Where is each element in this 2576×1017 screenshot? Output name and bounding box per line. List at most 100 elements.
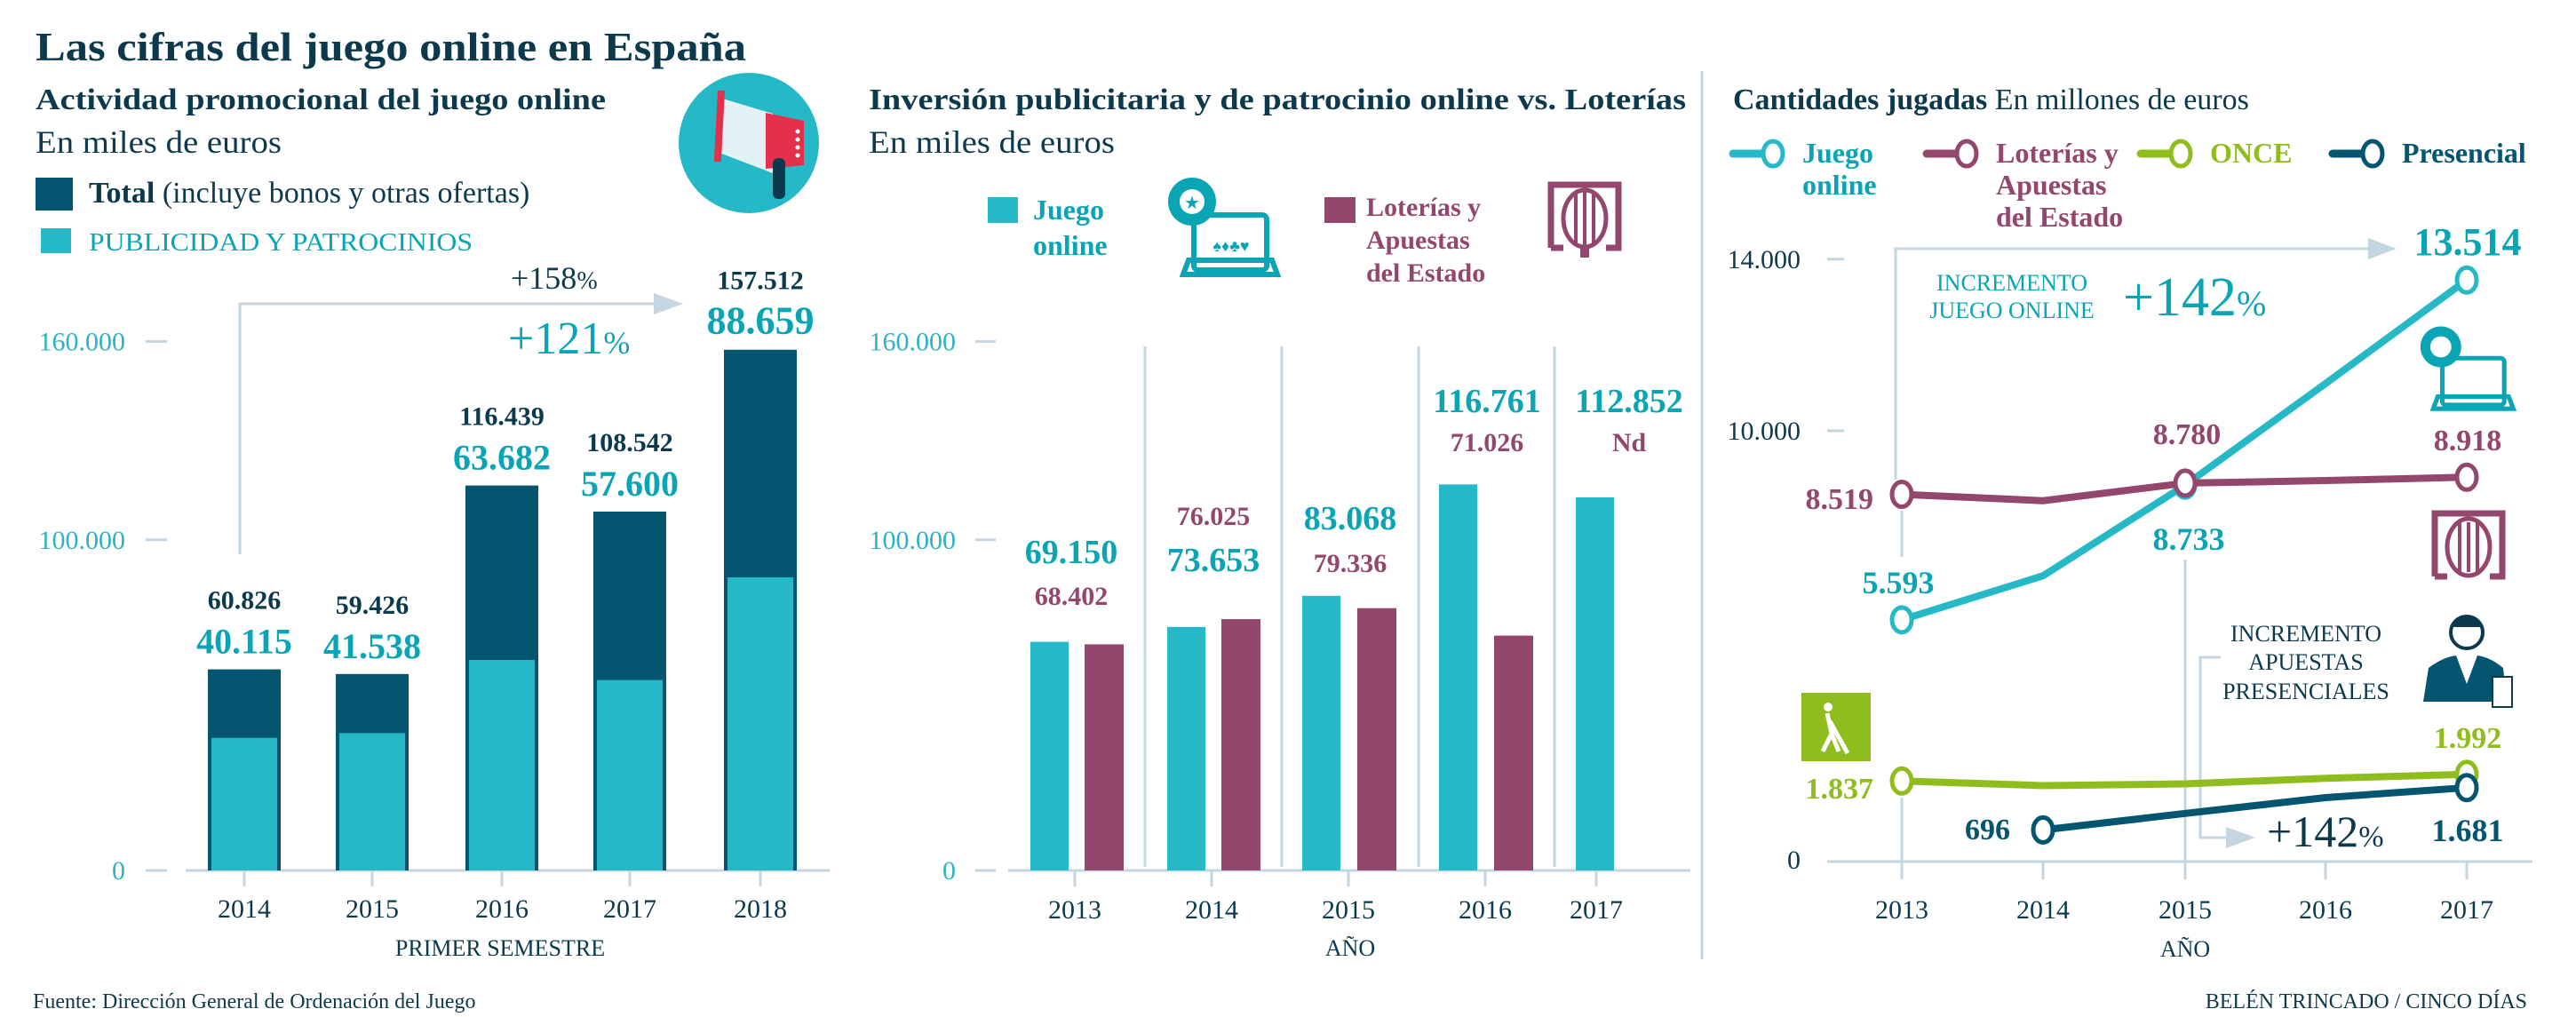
data-label-publicidad: 41.538	[323, 626, 421, 666]
growth-presencial-label: +142%	[2267, 806, 2384, 856]
lottery-drum-icon	[1547, 181, 1622, 258]
data-label-total: 116.439	[459, 402, 545, 432]
bar-juego-online	[1576, 497, 1614, 870]
data-label-loterias: 71.026	[1451, 428, 1524, 457]
credit: BELÉN TRINCADO / CINCO DÍAS	[2206, 990, 2527, 1013]
bar-publicidad	[597, 679, 663, 870]
bar-loterias	[1085, 644, 1124, 870]
data-label-juego-online: 8.733	[2153, 521, 2225, 557]
legend-marker-icon	[1954, 139, 1979, 169]
legend-juego-online-label: Juego	[1802, 137, 1873, 169]
laptop-casino-icon	[2420, 326, 2517, 411]
bar-loterias	[1357, 608, 1396, 870]
data-label-presencial: 1.681	[2432, 813, 2504, 848]
arrow-head-icon	[2368, 238, 2397, 259]
legend-loterias-line3: del Estado	[1366, 258, 1485, 288]
annotation-presencial-line2: APUESTAS	[2248, 649, 2363, 675]
x-tick-label: 2018	[734, 894, 787, 924]
point-loterias	[1889, 480, 1914, 510]
once-blind-person-icon	[1801, 693, 1871, 761]
legend-total-swatch	[36, 178, 73, 211]
cantidades-heading: Cantidades jugadas En millones de euros	[1733, 83, 2249, 116]
bar-loterias	[1221, 619, 1260, 870]
growth-arrow	[2198, 655, 2230, 839]
arrow-head-icon	[654, 293, 683, 314]
annotation-presencial-line3: PRESENCIALES	[2222, 679, 2389, 704]
data-label-loterias: 8.519	[1806, 483, 1874, 516]
growth-publicidad-value: +121	[508, 314, 603, 364]
data-label-juego-online: 116.761	[1433, 383, 1540, 420]
data-label-juego-online: 73.653	[1167, 542, 1260, 579]
percent-sign: %	[2358, 821, 2383, 854]
svg-text:★: ★	[1184, 194, 1200, 213]
data-label-loterias: 68.402	[1035, 582, 1109, 611]
percent-sign: %	[603, 325, 630, 361]
x-axis-title: AÑO	[1325, 935, 1375, 961]
growth-presencial-value: +142	[2267, 806, 2358, 856]
data-label-juego-online: 5.593	[1863, 565, 1935, 600]
data-label-loterias: 79.336	[1314, 549, 1387, 578]
growth-online-label: +142%	[2123, 267, 2266, 328]
legend-publicidad-swatch	[41, 228, 71, 253]
point-once	[2042, 784, 2044, 786]
croupier-icon	[2423, 615, 2513, 708]
growth-online-value: +142	[2123, 267, 2237, 328]
x-tick-label: 2017	[1570, 895, 1623, 925]
bar-juego-online	[1302, 595, 1340, 870]
point-presencial	[2184, 813, 2186, 814]
data-label-loterias: 8.918	[2434, 425, 2502, 457]
data-label-presencial: 696	[1965, 814, 2010, 846]
y-tick-label: 14.000	[1728, 245, 1801, 274]
y-tick-label: 10.000	[1728, 417, 1801, 446]
legend-juego-online-swatch	[988, 197, 1018, 223]
data-label-total: 59.426	[336, 591, 409, 620]
bar-loterias	[1494, 635, 1533, 870]
data-label-juego-online: 13.514	[2414, 220, 2522, 264]
y-tick-label: 0	[942, 856, 956, 886]
data-label-juego-online: 83.068	[1304, 500, 1397, 537]
x-tick-label: 2014	[2016, 895, 2070, 925]
data-label-once: 1.837	[1806, 773, 1874, 806]
data-label-publicidad: 40.115	[196, 622, 292, 662]
legend-juego-online-line2: online	[1033, 229, 1108, 261]
data-label-publicidad: 57.600	[581, 464, 679, 504]
x-tick-label: 2016	[2299, 895, 2352, 925]
data-label-total: 60.826	[208, 586, 282, 616]
line-presencial	[2042, 783, 2468, 834]
legend-loterias-line1: Loterías y	[1366, 193, 1481, 222]
data-label-total: 157.512	[717, 266, 804, 296]
bar-juego-online	[1439, 484, 1477, 870]
legend-marker-icon	[2360, 139, 2385, 169]
y-tick-label: 160.000	[870, 327, 957, 356]
legend-total-note: (incluye bonos y otras ofertas)	[163, 177, 530, 210]
legend-juego-online-line1: Juego	[1033, 194, 1104, 226]
x-tick-label: 2015	[2159, 895, 2212, 925]
x-tick-label: 2014	[1185, 895, 1238, 925]
data-label-publicidad: 63.682	[453, 438, 551, 478]
promo-heading: Actividad promocional del juego online	[36, 83, 606, 116]
cantidades-heading-bold: Cantidades jugadas	[1733, 83, 1987, 116]
data-label-publicidad: 88.659	[707, 299, 815, 343]
growth-publicidad-label: +121%	[508, 314, 630, 364]
legend-juego-online-label: online	[1802, 169, 1877, 201]
legend-marker-icon	[1761, 139, 1785, 169]
bar-juego-online	[1167, 626, 1205, 870]
point-juego-online	[1889, 605, 1914, 635]
y-tick-label: 100.000	[39, 526, 126, 555]
inversion-heading: Inversión publicitaria y de patrocinio o…	[869, 83, 1686, 116]
x-tick-label: 2014	[218, 894, 271, 924]
x-axis-title: AÑO	[2160, 936, 2210, 962]
legend-total: Total (incluye bonos y otras ofertas)	[89, 177, 529, 210]
legend-presencial-label: Presencial	[2402, 137, 2526, 169]
bar-juego-online	[1030, 641, 1069, 870]
data-label-loterias: 76.025	[1177, 502, 1251, 531]
x-tick-label: 2016	[1459, 895, 1512, 925]
y-tick-label: 0	[1787, 846, 1801, 875]
bar-publicidad	[211, 737, 277, 870]
bar-publicidad	[339, 733, 405, 870]
legend-total-label: Total	[89, 177, 155, 210]
inversion-unit: En miles de euros	[869, 124, 1115, 160]
legend-loterias-label: Apuestas	[1996, 169, 2106, 201]
percent-sign: %	[2237, 283, 2266, 323]
